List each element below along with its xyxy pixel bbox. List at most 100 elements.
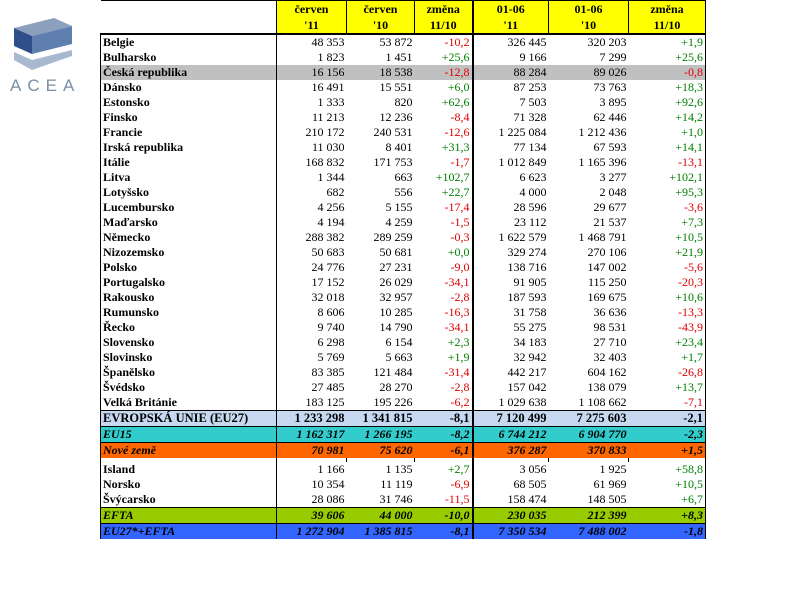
cell-value: 28 086: [311, 492, 345, 506]
cell-value: +0,0: [414, 245, 474, 260]
acea-logo: ACEA: [10, 18, 80, 96]
cell-value: +1,5: [628, 442, 706, 458]
cell-value: -6,9: [414, 477, 474, 492]
cell-value: 77 134: [513, 140, 547, 154]
change-value: +1,0: [681, 125, 703, 139]
change-value: +1,9: [447, 350, 470, 364]
cell-value: 14 790: [379, 320, 413, 334]
row-label: Norsko: [100, 477, 277, 492]
row-label: Estonsko: [100, 95, 277, 110]
logo-text: ACEA: [10, 76, 81, 95]
cell-value: 820: [394, 95, 413, 109]
table-row: Polsko 24 776 27 231 -9,0 138 716 147 002 -5,6: [100, 260, 706, 275]
row-label: Island: [100, 462, 277, 477]
cell-value: +10,5: [628, 477, 706, 492]
cell-value: -13,3: [628, 305, 706, 320]
cell-value: 1 233 298: [276, 410, 347, 427]
cell-value: -9,0: [414, 260, 474, 275]
change-value: +62,6: [441, 95, 470, 109]
cell-value: 556: [394, 185, 413, 199]
cell-value: 12 236: [379, 110, 413, 124]
cell-value: 6 904 770: [548, 426, 629, 443]
change-value: -16,3: [444, 305, 470, 319]
cell-value: 27 231: [379, 260, 413, 274]
cell-value: 320 203: [587, 35, 627, 49]
cell-value: 1 029 638: [498, 395, 547, 409]
col-header-change-month: změna: [414, 0, 474, 17]
cell-value: 1 108 662: [578, 395, 627, 409]
cell-value: 1 468 791: [578, 230, 627, 244]
cell-value: 376 287: [472, 442, 549, 458]
change-value: +102,7: [435, 170, 470, 184]
change-value: +92,6: [675, 95, 703, 109]
spacer-cell: [628, 458, 706, 462]
cell-value: -34,1: [414, 275, 474, 290]
cell-value: 83 385: [311, 365, 345, 379]
cell-value: -6,1: [414, 442, 474, 458]
cell-value: +92,6: [628, 95, 706, 110]
cell-value: 1 272 904: [276, 523, 347, 539]
table-row: Norsko 10 354 11 119 -6,9 68 505 61 969 +10,5: [100, 477, 706, 492]
change-value: -12,8: [444, 65, 470, 79]
cell-value: 67 593: [593, 140, 627, 154]
cell-value: 3 277: [599, 170, 627, 184]
cell-value: -31,4: [414, 365, 474, 380]
row-label: Litva: [100, 170, 277, 185]
change-value: -13,1: [678, 155, 703, 169]
row-label: Itálie: [100, 155, 277, 170]
change-value: -13,3: [678, 305, 703, 319]
change-value: -6,2: [450, 395, 470, 409]
table-row: EFTA 39 606 44 000 -10,0 230 035 212 399 +8,3: [100, 507, 706, 524]
cell-value: 1 823: [317, 50, 345, 64]
cell-value: 288 382: [305, 230, 345, 244]
table-row: Švýcarsko 28 086 31 746 -11,5 158 474 148 505…: [100, 492, 706, 508]
cell-value: 157 042: [507, 380, 547, 394]
cell-value: 3 895: [599, 95, 627, 109]
cell-value: +21,9: [628, 245, 706, 260]
cell-value: 27 485: [311, 380, 345, 394]
cell-value: -8,1: [414, 410, 474, 427]
change-value: +31,3: [441, 140, 470, 154]
table-row: Slovinsko 5 769 5 663 +1,9 32 942 32 403 +1,7: [100, 350, 706, 365]
cell-value: 121 484: [373, 365, 413, 379]
change-value: -3,6: [684, 200, 703, 214]
cell-value: 183 125: [305, 395, 345, 409]
cell-value: 4 194: [317, 215, 345, 229]
cell-value: +6,7: [628, 492, 706, 508]
table-row: Estonsko 1 333 820 +62,6 7 503 3 895 +92,6: [100, 95, 706, 110]
row-label: Švédsko: [100, 380, 277, 395]
cell-value: 68 505: [513, 477, 547, 491]
change-value: -0,8: [684, 65, 703, 79]
change-value: +10,6: [675, 290, 703, 304]
table-row: Slovensko 6 298 6 154 +2,3 34 183 27 710 +23,4: [100, 335, 706, 350]
table-row: Nizozemsko 50 683 50 681 +0,0 329 274 270 106…: [100, 245, 706, 260]
change-value: +25,6: [441, 50, 470, 64]
cell-value: -0,8: [628, 65, 706, 80]
cell-value: 62 446: [593, 110, 627, 124]
change-value: -17,4: [444, 200, 470, 214]
cell-value: 29 677: [593, 200, 627, 214]
cell-value: 7 350 534: [472, 523, 549, 539]
change-value: -31,4: [444, 365, 470, 379]
cell-value: +95,3: [628, 185, 706, 200]
cell-value: 32 018: [311, 290, 345, 304]
cell-value: 1 166: [317, 462, 345, 476]
table-row: Lucembursko 4 256 5 155 -17,4 28 596 29 677 -3…: [100, 200, 706, 215]
cell-value: -0,3: [414, 230, 474, 245]
row-label: Slovensko: [100, 335, 277, 350]
col-subheader-ytd11: '11: [472, 17, 549, 35]
col-subheader-jun11: '11: [276, 17, 347, 35]
cell-value: 1 135: [385, 462, 413, 476]
cell-value: 5 155: [385, 200, 413, 214]
cell-value: 36 636: [593, 305, 627, 319]
row-label: EU15: [100, 426, 277, 443]
cell-value: +25,6: [628, 50, 706, 65]
cell-value: -3,6: [628, 200, 706, 215]
cell-value: 7 299: [599, 50, 627, 64]
change-value: +1,5: [681, 443, 703, 457]
change-value: +22,7: [441, 185, 470, 199]
cell-value: 11 213: [311, 110, 345, 124]
cell-value: 4 256: [317, 200, 345, 214]
cell-value: +22,7: [414, 185, 474, 200]
cell-value: 1 266 195: [346, 426, 415, 443]
